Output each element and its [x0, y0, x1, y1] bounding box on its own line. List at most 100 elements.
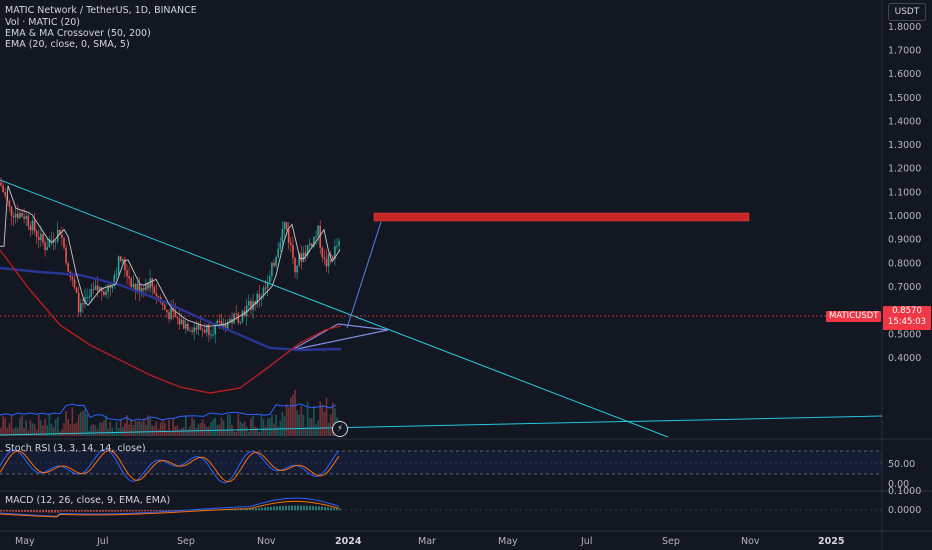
- candle-body: [222, 323, 225, 328]
- macd-histogram-bar: [96, 510, 98, 512]
- volume-bar: [262, 419, 265, 436]
- volume-bar: [136, 421, 139, 436]
- candle-body: [208, 324, 210, 336]
- candle-body: [273, 262, 275, 266]
- volume-bar: [48, 414, 51, 436]
- volume-bar: [245, 426, 248, 436]
- candle-body: [96, 285, 99, 291]
- volume-bar: [222, 420, 225, 436]
- candle-body: [245, 305, 248, 317]
- volume-bar: [269, 417, 271, 436]
- volume-bar: [287, 407, 290, 436]
- candle-body: [317, 225, 319, 237]
- volume-bar: [166, 430, 168, 436]
- candle-body: [130, 278, 132, 287]
- candle-body: [292, 245, 294, 258]
- volume-bar: [256, 427, 258, 436]
- macd-histogram-bar: [291, 505, 293, 511]
- candle-body: [277, 248, 279, 257]
- candle-body: [258, 294, 261, 299]
- lightning-icon[interactable]: ⚡: [332, 421, 348, 437]
- volume-bar: [237, 414, 240, 436]
- currency-button[interactable]: USDT: [888, 3, 926, 21]
- price-tick-label: 1.4000: [888, 116, 921, 127]
- macd-histogram-bar: [243, 508, 245, 511]
- candle-body: [46, 247, 48, 251]
- volume-bar: [308, 418, 311, 436]
- volume-bar: [157, 429, 160, 436]
- candle-body: [290, 242, 292, 246]
- candle-body: [287, 229, 290, 243]
- volume-bar: [266, 418, 269, 436]
- macd-histogram-bar: [42, 510, 44, 513]
- candle-body: [250, 301, 252, 310]
- macd-histogram-bar: [150, 510, 152, 512]
- time-axis: May Jul Sep Nov 2024 Mar May Jul Sep Nov…: [15, 536, 844, 547]
- indicator-legend-ema[interactable]: EMA (20, close, 0, SMA, 5): [5, 39, 130, 50]
- macd-tick-label: 0.0000: [888, 505, 921, 516]
- macd-histogram-bar: [174, 510, 176, 511]
- candle-body: [40, 233, 42, 240]
- macd-histogram-bar: [120, 510, 122, 512]
- signal-line: [0, 500, 340, 518]
- candle-body: [17, 213, 19, 218]
- macd-label[interactable]: MACD (12, 26, close, 9, EMA, EMA): [5, 495, 171, 506]
- indicator-legend-ema-ma[interactable]: EMA & MA Crossover (50, 200): [5, 28, 151, 39]
- macd-histogram-bar: [261, 507, 263, 511]
- price-tick-label: 1.0000: [888, 211, 921, 222]
- candle-body: [35, 231, 38, 237]
- macd-histogram-bar: [171, 510, 173, 511]
- volume-bar: [332, 402, 334, 436]
- candle-body: [294, 257, 296, 273]
- macd-histogram-bar: [39, 510, 41, 513]
- candle-body: [65, 247, 67, 264]
- candle-body: [153, 286, 156, 294]
- volume-bar: [25, 420, 27, 436]
- macd-histogram-bar: [60, 510, 62, 512]
- volume-bar: [239, 421, 242, 436]
- candle-body: [327, 254, 330, 267]
- macd-histogram-bar: [333, 507, 335, 511]
- volume-bar: [4, 417, 6, 436]
- current-price-badge: 0.8570 15:45:03: [883, 306, 931, 330]
- volume-bar: [138, 421, 141, 436]
- candle-body: [271, 262, 273, 277]
- macd-line: [0, 497, 340, 517]
- volume-bar: [185, 415, 187, 436]
- symbol-title[interactable]: MATIC Network / TetherUS, 1D, BINANCE: [5, 5, 197, 16]
- volume-bar: [294, 389, 296, 436]
- price-tick-label: 0.9000: [888, 235, 921, 246]
- candle-body: [4, 191, 6, 196]
- volume-bar: [279, 420, 282, 436]
- macd-histogram-bar: [9, 510, 11, 512]
- macd-histogram-bar: [123, 510, 125, 512]
- volume-bar: [80, 411, 82, 436]
- volume-bar: [35, 429, 38, 436]
- candle-body: [336, 245, 338, 247]
- price-tick-label: 1.5000: [888, 93, 921, 104]
- time-label: Nov: [257, 536, 276, 547]
- candle-body: [63, 237, 65, 248]
- candle-body: [98, 287, 101, 291]
- macd-histogram-bar: [162, 510, 164, 511]
- volume-bar: [227, 414, 229, 436]
- rising-trendline: [0, 415, 882, 436]
- time-label: Jul: [580, 536, 592, 547]
- stoch-rsi-label[interactable]: Stoch RSI (3, 3, 14, 14, close): [5, 443, 146, 454]
- candle-body: [283, 222, 286, 230]
- price-axis: 1.8000 1.7000 1.6000 1.5000 1.4000 1.3000 1.20…: [888, 22, 921, 364]
- macd-histogram-bar: [327, 507, 329, 511]
- volume-bar: [248, 431, 250, 436]
- indicator-legend-volume[interactable]: Vol · MATIC (20): [5, 17, 80, 28]
- macd-histogram-bar: [330, 507, 332, 511]
- volume-bar: [31, 423, 34, 436]
- volume-bar: [113, 431, 116, 436]
- macd-histogram-bar: [306, 505, 308, 511]
- macd-histogram-bar: [144, 510, 146, 512]
- volume-bar: [187, 429, 189, 436]
- macd-histogram-bar: [93, 510, 95, 512]
- volume-bar: [159, 422, 162, 436]
- candle-body: [266, 282, 269, 289]
- volume-bar: [126, 414, 128, 436]
